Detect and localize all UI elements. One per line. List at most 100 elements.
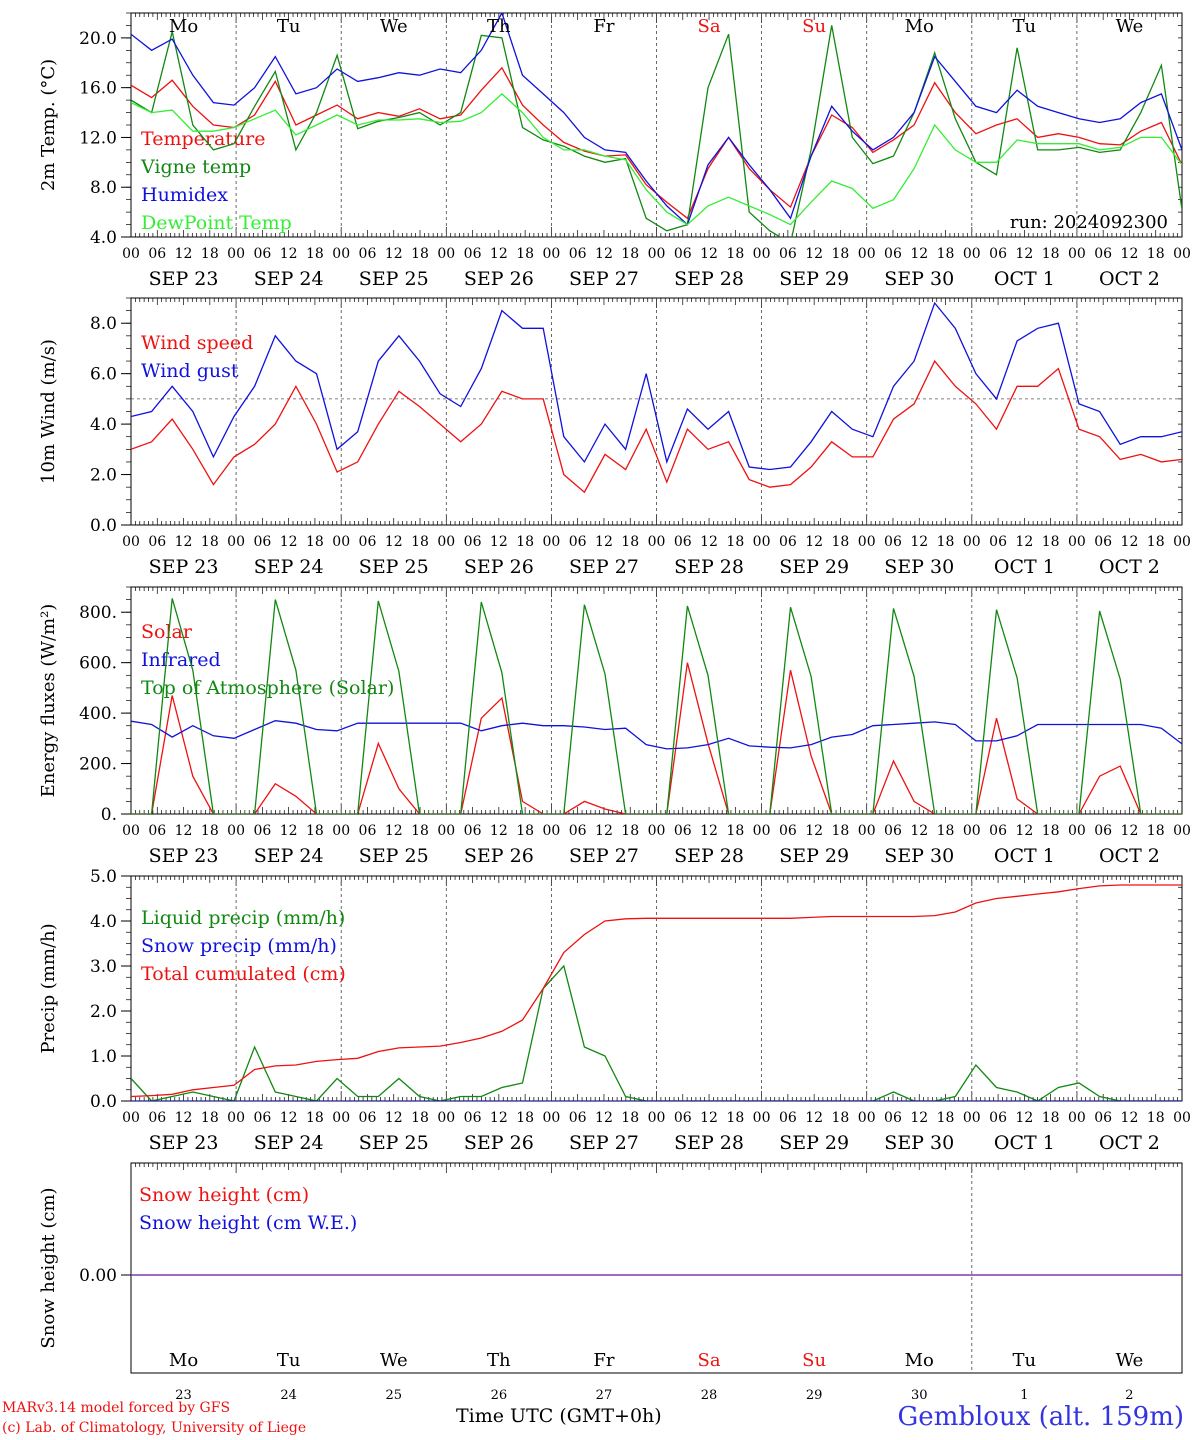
hour-label: 18 [516, 246, 534, 262]
hour-label: 00 [1068, 534, 1086, 550]
hour-label: 12 [595, 246, 613, 262]
y-axis-label: Snow height (cm) [38, 1187, 59, 1348]
hour-label: 18 [937, 534, 955, 550]
date-number: 30 [911, 1388, 928, 1403]
hour-label: 18 [411, 823, 429, 839]
hour-label: 00 [332, 1110, 350, 1126]
hour-label: 18 [1147, 823, 1165, 839]
hour-label: 12 [700, 1110, 718, 1126]
hour-label: 00 [1173, 246, 1191, 262]
hour-label: 12 [805, 1110, 823, 1126]
hour-label: 06 [989, 246, 1007, 262]
date-label: SEP 28 [674, 556, 744, 578]
legend-entry: Vigne temp [140, 156, 251, 178]
date-label: SEP 25 [359, 556, 429, 578]
y-tick-label: 4.0 [90, 228, 117, 248]
hour-label: 18 [1147, 534, 1165, 550]
date-label: SEP 23 [149, 556, 219, 578]
hour-label: 06 [674, 1110, 692, 1126]
hour-label: 06 [464, 1110, 482, 1126]
hour-label: 06 [1094, 246, 1112, 262]
hour-label: 00 [437, 823, 455, 839]
hour-label: 00 [227, 1110, 245, 1126]
hour-label: 12 [490, 246, 508, 262]
series-line-vigne-temp [131, 25, 1182, 237]
hour-label: 12 [700, 246, 718, 262]
hour-label: 12 [595, 534, 613, 550]
date-number: 2 [1125, 1388, 1133, 1403]
panel-1: 4.0 8.0 12.0 16.0 20.0 2m Temp. (°C) Temperatu… [38, 12, 1191, 290]
model-credit-line1: MARv3.14 model forced by GFS [2, 1400, 231, 1416]
hour-label: 18 [306, 1110, 324, 1126]
series-line-top-of-atmosphere-solar- [131, 598, 1182, 814]
day-label: Mo [905, 1350, 934, 1371]
date-label: SEP 30 [884, 845, 954, 867]
hour-label: 06 [253, 534, 271, 550]
hour-label: 06 [359, 1110, 377, 1126]
hour-label: 12 [280, 823, 298, 839]
date-label: OCT 2 [1099, 1132, 1160, 1154]
hour-label: 06 [253, 1110, 271, 1126]
date-label: SEP 27 [569, 845, 639, 867]
hour-label: 06 [779, 1110, 797, 1126]
hour-label: 18 [1147, 1110, 1165, 1126]
hour-label: 06 [779, 823, 797, 839]
y-tick-label: 5.0 [90, 867, 117, 887]
hour-label: 18 [726, 246, 744, 262]
y-axis-label: Energy fluxes (W/m²) [38, 604, 59, 798]
hour-label: 06 [1094, 1110, 1112, 1126]
hour-label: 18 [937, 1110, 955, 1126]
date-label: SEP 30 [884, 556, 954, 578]
date-label: OCT 2 [1099, 845, 1160, 867]
y-tick-label: 800. [79, 603, 117, 623]
date-label: SEP 29 [779, 268, 849, 290]
hour-label: 06 [464, 534, 482, 550]
y-tick-label: 16.0 [79, 79, 117, 99]
series-line-wind-gust [131, 301, 1182, 471]
hour-label: 18 [621, 1110, 639, 1126]
hour-label: 00 [753, 246, 771, 262]
hour-label: 00 [648, 534, 666, 550]
date-label: SEP 29 [779, 1132, 849, 1154]
day-label: Tu [277, 16, 301, 37]
y-tick-label: 2.0 [90, 466, 117, 486]
hour-label: 12 [910, 534, 928, 550]
date-label: OCT 2 [1099, 556, 1160, 578]
panel-4: 0.0 1.0 2.0 3.0 4.0 5.0 Precip (mm/h) Liquid pr… [38, 867, 1191, 1154]
hour-label: 00 [542, 246, 560, 262]
series-line-wind-speed [131, 359, 1182, 494]
y-tick-label: 200. [79, 755, 117, 775]
hour-label: 12 [385, 1110, 403, 1126]
hour-label: 12 [805, 823, 823, 839]
hour-label: 12 [910, 823, 928, 839]
date-label: SEP 25 [359, 1132, 429, 1154]
hour-label: 12 [490, 534, 508, 550]
hour-label: 18 [411, 1110, 429, 1126]
hour-label: 06 [359, 246, 377, 262]
hour-label: 18 [306, 534, 324, 550]
hour-label: 00 [648, 246, 666, 262]
panel-5: 0.00 Snow height (cm) Snow height (cm) Snow… [38, 1162, 1183, 1403]
hour-label: 12 [910, 1110, 928, 1126]
hour-label: 00 [858, 246, 876, 262]
hour-label: 00 [963, 823, 981, 839]
hour-label: 18 [1042, 1110, 1060, 1126]
hour-label: 06 [253, 246, 271, 262]
day-label: Sa [698, 1350, 721, 1371]
date-label: SEP 24 [254, 1132, 324, 1154]
hour-label: 06 [779, 534, 797, 550]
hour-label: 06 [569, 1110, 587, 1126]
date-label: SEP 30 [884, 268, 954, 290]
hour-label: 12 [280, 246, 298, 262]
legend-entry: Solar [141, 621, 193, 643]
hour-label: 00 [437, 246, 455, 262]
hour-label: 18 [306, 823, 324, 839]
hour-label: 12 [280, 534, 298, 550]
hour-label: 12 [490, 823, 508, 839]
date-label: SEP 26 [464, 268, 534, 290]
hour-label: 18 [1042, 823, 1060, 839]
date-label: SEP 28 [674, 1132, 744, 1154]
hour-label: 18 [726, 1110, 744, 1126]
y-tick-label: 600. [79, 654, 117, 674]
